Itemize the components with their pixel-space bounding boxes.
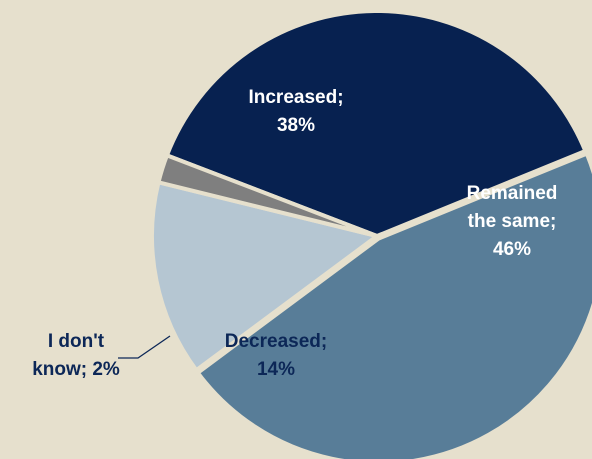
label-line: Increased;	[248, 87, 343, 108]
slice-increased	[164, 9, 588, 239]
label-line: I don't	[48, 331, 105, 352]
label-increased: Increased; 38%	[248, 87, 343, 136]
label-line: 14%	[257, 359, 295, 380]
label-line: 46%	[493, 239, 531, 260]
label-decreased: Decreased; 14%	[225, 331, 327, 380]
slice-decreased	[150, 179, 382, 373]
label-line: know; 2%	[32, 359, 120, 380]
leader-line-dont-know	[118, 335, 171, 359]
label-line: 38%	[277, 115, 315, 136]
label-remained-the-same: Remained the same; 46%	[467, 183, 558, 260]
label-line: the same;	[468, 211, 557, 232]
label-dont-know: I don't know; 2%	[32, 331, 120, 380]
slice-remained-the-same	[195, 150, 592, 459]
label-line: Remained	[467, 183, 558, 204]
label-line: Decreased;	[225, 331, 327, 352]
slice-dont-know	[156, 152, 378, 238]
